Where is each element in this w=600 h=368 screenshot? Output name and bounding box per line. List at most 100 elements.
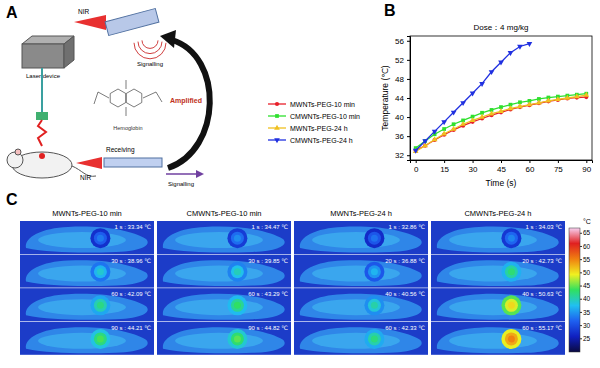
mouse-core	[312, 333, 400, 349]
tick: 90	[582, 160, 591, 174]
mouse-core	[312, 299, 400, 315]
mouse-core	[449, 266, 537, 282]
hotspot-outer	[364, 228, 384, 248]
legend-label: MWNTs-PEG-10 min	[290, 101, 355, 108]
marker	[470, 92, 476, 97]
colorbar-tick-label: 65	[583, 229, 591, 236]
tick: 0	[414, 160, 419, 174]
thermal-image: 40 s : 50.63 ℃	[431, 288, 565, 321]
marker	[432, 136, 438, 141]
probe	[105, 9, 159, 36]
axis-line	[411, 161, 593, 164]
marker	[498, 61, 504, 66]
mouse-core	[175, 232, 263, 248]
image-background	[431, 322, 565, 355]
mouse-silhouette	[26, 260, 148, 286]
mouse-core	[38, 232, 126, 248]
molecule	[94, 80, 162, 116]
mouse-silhouette	[300, 294, 422, 320]
bond	[156, 92, 162, 102]
image-background	[20, 288, 154, 321]
hotspot-outer	[501, 329, 521, 349]
line-chart: 015304560759032364044485256Time (s)Tempe…	[380, 23, 593, 188]
hotspot-outer	[364, 262, 384, 282]
signal-wave	[134, 43, 166, 59]
mouse-ear	[15, 149, 21, 155]
image-background	[294, 221, 428, 254]
marker	[536, 99, 542, 104]
tick-mark	[473, 160, 474, 163]
tick: 30	[469, 160, 478, 174]
frame-label: 60 s : 42.33 ℃	[385, 325, 425, 331]
legend-marker	[275, 114, 279, 118]
hotspot-middle	[505, 299, 518, 312]
tick-label: 30	[469, 165, 478, 174]
mouse-silhouette	[163, 327, 285, 353]
tick: 52	[395, 56, 410, 65]
mouse-silhouette	[437, 294, 559, 320]
frame-label: 1 s : 34.03 ℃	[526, 224, 563, 230]
hotspot-core	[234, 235, 241, 242]
plot-frame	[410, 36, 592, 160]
hotspot-outer	[501, 228, 521, 248]
marker	[489, 70, 495, 75]
marker	[422, 139, 428, 144]
hotspot-core	[371, 268, 378, 275]
tick: 56	[395, 37, 410, 46]
hotspot-core	[371, 335, 378, 342]
mouse-silhouette	[163, 294, 285, 320]
tick-mark	[407, 155, 410, 156]
nir-beam	[74, 15, 106, 30]
mouse-silhouette	[163, 260, 285, 286]
hotspot-middle	[231, 332, 244, 345]
mouse-silhouette	[300, 227, 422, 253]
hotspot-middle	[94, 332, 107, 345]
hotspot-core	[234, 335, 241, 342]
hotspot-middle	[94, 232, 107, 245]
thermal-image: 1 s : 33.34 ℃	[20, 221, 154, 254]
hotspot-middle	[505, 232, 518, 245]
hotspot-core	[508, 235, 515, 242]
hotspot-outer	[227, 329, 247, 349]
schematic: Laser deviceNIRSignallingHemoglobinAmpli…	[7, 8, 210, 187]
thermal-image: 90 s : 44.82 ℃	[157, 322, 291, 355]
marker	[479, 82, 485, 87]
ring	[126, 89, 142, 107]
hotspot-core	[371, 235, 378, 242]
frame-label: 40 s : 40.56 ℃	[385, 291, 425, 297]
bond	[126, 80, 127, 89]
tick: 36	[395, 132, 410, 141]
tick-mark	[529, 160, 530, 163]
image-background	[431, 288, 565, 321]
laser-box	[22, 44, 64, 68]
axis-yticks: 32364044485256	[395, 37, 410, 161]
amplified-label: Amplified	[170, 97, 202, 105]
marker	[508, 105, 514, 110]
frame-label: 40 s : 50.63 ℃	[522, 291, 562, 297]
thermal-image: 60 s : 55.17 ℃	[431, 322, 565, 355]
colorbar-unit: °C	[583, 218, 591, 225]
colorbar-tick-label: 60	[583, 243, 591, 250]
image-background	[20, 255, 154, 288]
hotspot-core	[508, 302, 515, 309]
tick-mark	[416, 160, 417, 163]
ring	[110, 89, 126, 107]
colorbar-tick-label: 55	[583, 256, 591, 263]
hotspot-outer	[90, 329, 110, 349]
colorbar-tick	[580, 299, 582, 300]
fiber	[41, 68, 43, 112]
bond	[126, 107, 127, 116]
hotspot-outer	[227, 228, 247, 248]
tick-label: 90	[582, 165, 591, 174]
hotspot-core	[97, 235, 104, 242]
frame-label: 20 s : 42.73 ℃	[522, 258, 562, 264]
tick-label: 75	[554, 165, 563, 174]
tick-mark	[407, 98, 410, 99]
bond	[94, 92, 98, 104]
column-title: MWNTs-PEG-24 h	[330, 209, 392, 218]
hotspot-middle	[368, 265, 381, 278]
hotspot-outer	[364, 329, 384, 349]
marker	[555, 96, 561, 101]
hotspot-outer	[501, 295, 521, 315]
image-background	[157, 221, 291, 254]
